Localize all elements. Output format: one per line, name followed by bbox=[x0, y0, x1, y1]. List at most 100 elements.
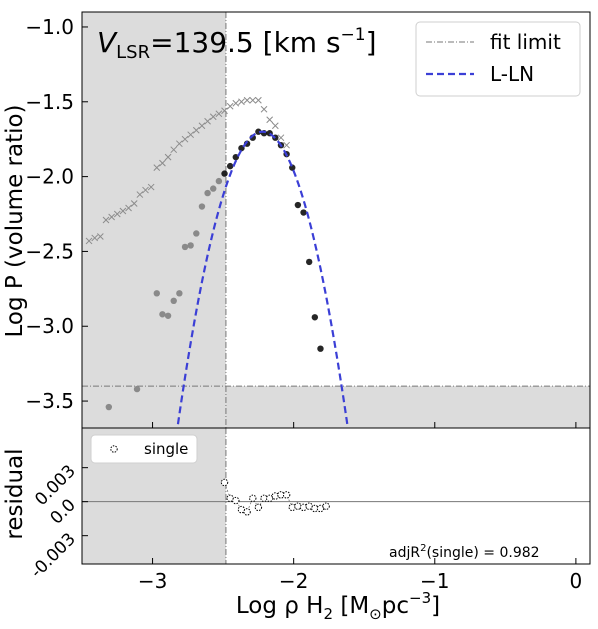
cross-marker bbox=[187, 131, 195, 139]
x-axis-label: Log ρ H2 [M⊙pc−3] bbox=[236, 589, 440, 623]
residual-point bbox=[282, 491, 291, 499]
excluded-data-point bbox=[187, 242, 194, 249]
top-y-tick-label: −2.5 bbox=[25, 239, 74, 263]
fit-data-point bbox=[317, 345, 324, 352]
cross-marker bbox=[108, 213, 115, 221]
top-y-tick-label: −2.0 bbox=[25, 165, 74, 189]
residual-point bbox=[237, 505, 246, 514]
residual-point bbox=[265, 494, 274, 502]
residual-point bbox=[232, 496, 240, 505]
cross-marker bbox=[181, 135, 189, 143]
excluded-data-point bbox=[181, 243, 189, 251]
top-legend: fit limit L-LN bbox=[415, 21, 581, 97]
excluded-region-y bbox=[225, 386, 590, 428]
excluded-data-point bbox=[193, 230, 200, 237]
excluded-data-point bbox=[159, 311, 166, 318]
cross-marker bbox=[159, 159, 166, 167]
cross-marker bbox=[271, 122, 279, 130]
residual-legend-box bbox=[90, 434, 198, 464]
fit-data-point bbox=[305, 258, 313, 266]
fit-data-point bbox=[294, 201, 302, 209]
fit-data-point bbox=[300, 209, 307, 216]
x-tick-label: 0 bbox=[570, 569, 583, 593]
cross-marker bbox=[204, 117, 211, 125]
fit-data-point bbox=[226, 162, 234, 170]
x-tick-label: −2 bbox=[279, 569, 308, 593]
cross-marker bbox=[96, 233, 104, 240]
residual-point bbox=[220, 478, 229, 487]
excluded-data-point bbox=[170, 297, 177, 305]
cross-marker bbox=[170, 146, 178, 154]
excluded-data-point bbox=[176, 290, 183, 297]
top-y-tick-label: −1.5 bbox=[25, 90, 74, 114]
x-tick-label: −1 bbox=[420, 569, 449, 593]
cross-marker bbox=[164, 153, 172, 161]
x-tick-label: −3 bbox=[138, 569, 167, 593]
cross-marker bbox=[232, 99, 240, 107]
residual-point bbox=[226, 494, 234, 502]
fit-data-point bbox=[221, 170, 228, 177]
legend-box bbox=[415, 21, 581, 97]
excluded-data-point bbox=[210, 185, 217, 192]
cross-marker bbox=[147, 183, 155, 191]
cross-marker bbox=[198, 122, 206, 130]
cross-marker bbox=[130, 200, 138, 207]
cross-marker bbox=[125, 204, 132, 212]
top-panel: −1.0 −1.5 −2.0 −2.5 −3.0 −3.5 VLSR=139.5 [km … bbox=[2, 11, 591, 429]
top-y-axis-label: Log P (volume ratio) bbox=[2, 104, 28, 337]
excluded-data-point bbox=[133, 385, 141, 393]
legend-fit-limit-label: fit limit bbox=[490, 30, 561, 54]
excluded-data-point bbox=[204, 189, 211, 197]
cross-marker bbox=[85, 237, 93, 245]
bottom-y-tick-label: -0.003 bbox=[27, 529, 80, 582]
cross-marker bbox=[136, 191, 144, 198]
residual-legend-swatch bbox=[110, 445, 118, 453]
cross-marker bbox=[119, 207, 127, 215]
cross-marker bbox=[91, 234, 99, 242]
cross-marker bbox=[192, 126, 200, 134]
cross-marker bbox=[249, 96, 257, 104]
bottom-y-axis-label: residual bbox=[2, 448, 28, 539]
top-y-tick-label: −1.0 bbox=[25, 15, 74, 39]
residual-legend: single bbox=[90, 434, 198, 464]
residual-point bbox=[277, 491, 285, 499]
cross-marker bbox=[260, 105, 268, 113]
residual-point bbox=[243, 508, 251, 516]
panel-title: VLSR=139.5 [km s−1] bbox=[97, 25, 377, 63]
top-y-tick-label: −3.5 bbox=[25, 389, 74, 413]
excluded-data-point bbox=[153, 290, 160, 297]
excluded-region-x bbox=[82, 12, 226, 428]
excluded-data-point bbox=[215, 177, 223, 185]
top-y-tick-label: −3.0 bbox=[25, 314, 74, 338]
cross-marker bbox=[238, 98, 245, 106]
legend-lln-label: L-LN bbox=[490, 62, 534, 86]
top-marks bbox=[85, 96, 324, 411]
excluded-data-point bbox=[105, 403, 113, 411]
cross-marker bbox=[153, 164, 161, 171]
adj-r2-annotation: adjR2(single) = 0.982 bbox=[389, 543, 540, 561]
cross-marker bbox=[266, 116, 274, 124]
cross-marker bbox=[102, 216, 110, 224]
residual-point bbox=[316, 504, 325, 513]
fit-data-point bbox=[311, 314, 319, 321]
top-ticks: −1.0 −1.5 −2.0 −2.5 −3.0 −3.5 bbox=[25, 15, 577, 428]
cross-marker bbox=[215, 110, 223, 118]
cross-marker bbox=[221, 107, 228, 115]
residual-point bbox=[311, 504, 319, 513]
cross-marker bbox=[255, 96, 262, 104]
cross-marker bbox=[226, 102, 234, 110]
residual-point bbox=[305, 502, 313, 510]
cross-marker bbox=[142, 186, 149, 194]
excluded-data-point bbox=[198, 203, 206, 210]
cross-marker bbox=[277, 134, 285, 142]
cross-marker bbox=[176, 140, 183, 148]
excluded-data-point bbox=[164, 312, 172, 319]
residual-point bbox=[260, 494, 268, 502]
bottom-axes-frame bbox=[81, 427, 591, 565]
fit-data-point bbox=[255, 128, 262, 135]
residual-legend-label: single bbox=[144, 440, 188, 458]
lln-fit-curve bbox=[176, 130, 349, 425]
